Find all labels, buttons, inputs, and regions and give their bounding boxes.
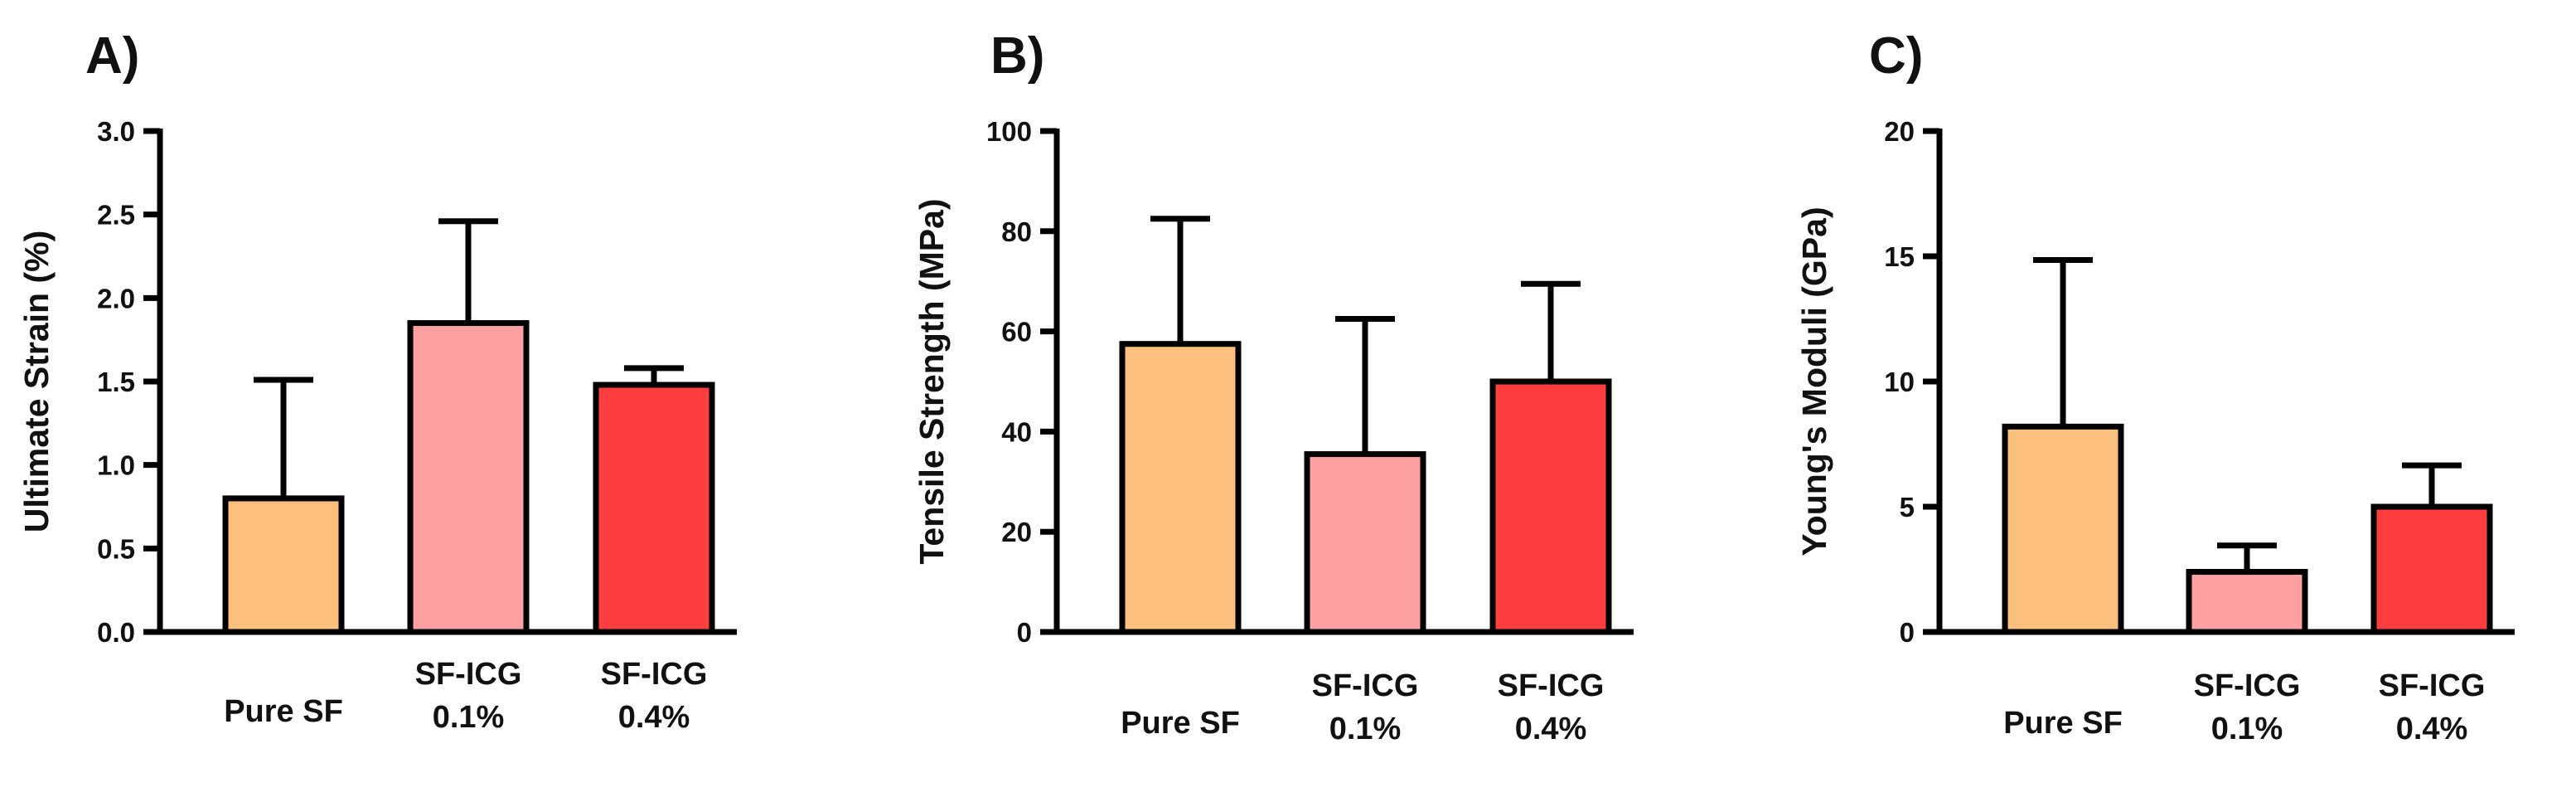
y-tick-label: 1.5 — [97, 367, 135, 397]
x-category-label: SF-ICG 0.4% — [1498, 668, 1605, 746]
x-category-label-line: SF-ICG — [415, 657, 522, 692]
x-category-label-line: 0.1% — [433, 700, 505, 735]
y-tick-label: 5 — [1900, 492, 1915, 522]
y-tick-label: 0.0 — [97, 617, 135, 648]
y-tick-label: 80 — [1001, 216, 1032, 247]
y-tick-label: 20 — [1884, 116, 1915, 147]
x-category-label: Pure SF — [224, 694, 343, 729]
x-category-label-line: SF-ICG — [2379, 668, 2486, 703]
y-tick-label: 1.0 — [97, 450, 135, 481]
y-tick-label: 10 — [1884, 367, 1915, 397]
x-category-label-line: 0.1% — [2211, 712, 2283, 746]
x-category-label: SF-ICG 0.1% — [2194, 668, 2301, 746]
x-category-label: SF-ICG 0.1% — [1312, 668, 1419, 746]
y-tick-label: 0 — [1017, 617, 1032, 648]
y-tick-label: 100 — [986, 116, 1032, 147]
bar — [2002, 423, 2124, 635]
bar — [222, 495, 345, 635]
x-category-label: Pure SF — [2003, 706, 2123, 741]
x-category-label-line: SF-ICG — [2194, 668, 2301, 703]
x-category-label-line: 0.4% — [2396, 712, 2468, 746]
bar — [2370, 503, 2493, 635]
bar — [407, 320, 530, 635]
x-category-label-line: Pure SF — [224, 694, 343, 729]
y-axis-label: Tensile Strength (MPa) — [913, 198, 951, 564]
y-axis-label: Ultimate Strain (%) — [17, 231, 56, 533]
x-category-label-line: 0.1% — [1329, 712, 1402, 746]
x-category-label-line: SF-ICG — [1312, 668, 1419, 703]
x-category-label: SF-ICG 0.1% — [415, 657, 522, 735]
y-tick-label: 20 — [1001, 517, 1032, 547]
y-tick-label: 2.5 — [97, 200, 135, 231]
y-tick-label: 2.0 — [97, 283, 135, 313]
x-category-label: Pure SF — [1121, 706, 1240, 741]
x-category-label-line: 0.4% — [618, 700, 690, 735]
y-tick-label: 0 — [1900, 617, 1915, 648]
panel-letter: B) — [990, 27, 1044, 85]
x-category-label-line: SF-ICG — [1498, 668, 1605, 703]
chart-panel-3: C) Young's Moduli (GPa) 0 5 10 15 20 Pure SF SF-… — [1795, 27, 2515, 746]
chart-panel-1: A) Ultimate Strain (%) 0.0 0.5 1.0 1.5 2.0 2.5 3… — [17, 27, 737, 735]
panel-letter: A) — [85, 27, 139, 85]
x-category-label-line: 0.4% — [1515, 712, 1587, 746]
y-tick-label: 60 — [1001, 317, 1032, 347]
y-tick-label: 3.0 — [97, 116, 135, 147]
panel-letter: C) — [1869, 27, 1923, 85]
x-category-label-line: Pure SF — [1121, 706, 1240, 741]
y-tick-label: 40 — [1001, 416, 1032, 447]
x-category-label-line: Pure SF — [2003, 706, 2123, 741]
bar — [2186, 569, 2308, 635]
bar — [1119, 341, 1242, 635]
bar — [1489, 378, 1612, 635]
chart-panel-2: B) Tensile Strength (MPa) 0 20 40 60 80 100 Pure… — [913, 27, 1634, 746]
x-category-label: SF-ICG 0.4% — [601, 657, 708, 735]
x-category-label-line: SF-ICG — [601, 657, 708, 692]
x-category-label: SF-ICG 0.4% — [2379, 668, 2486, 746]
bar — [1304, 451, 1426, 635]
y-axis-label: Young's Moduli (GPa) — [1795, 207, 1833, 556]
y-tick-label: 15 — [1884, 241, 1915, 272]
y-tick-label: 0.5 — [97, 533, 135, 564]
bar — [593, 381, 715, 635]
